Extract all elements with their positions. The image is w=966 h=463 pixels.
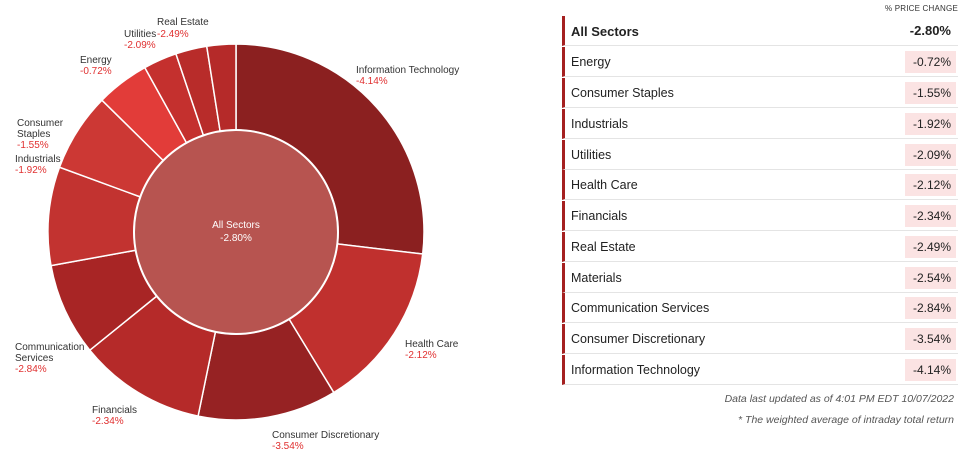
footnote-updated: Data last updated as of 4:01 PM EDT 10/0…: [724, 393, 954, 405]
slice-label-name: Real Estate: [157, 17, 209, 28]
slice-label-name: Consumer Discretionary: [272, 430, 379, 441]
row-value: -2.80%: [909, 23, 951, 38]
slice-label-value: -2.49%: [157, 29, 189, 40]
slice-label-value: -1.55%: [17, 140, 49, 151]
row-name: Energy: [571, 55, 611, 69]
slice-label-name: Consumer: [17, 118, 64, 129]
center-value: -2.80%: [220, 233, 252, 244]
slice-label-name: Utilities: [124, 29, 156, 40]
table-row[interactable]: Financials -2.34%: [562, 201, 958, 231]
row-name: Industrials: [571, 117, 628, 131]
row-name: Financials: [571, 209, 628, 223]
slice-label-value: -2.84%: [15, 364, 47, 375]
slice-label-name: Energy: [80, 55, 112, 66]
slice-label-name: Services: [15, 353, 53, 364]
slice-label-value: -1.92%: [15, 165, 47, 176]
row-value: -1.55%: [904, 82, 956, 104]
table-row[interactable]: Materials -2.54%: [562, 263, 958, 293]
slice-label-name: Financials: [92, 405, 137, 416]
sector-table: % PRICE CHANGE All Sectors -2.80% Energy…: [562, 0, 958, 463]
row-name: Consumer Staples: [571, 86, 674, 100]
row-name: Utilities: [571, 148, 612, 162]
row-value: -2.09%: [904, 144, 956, 166]
row-value: -2.12%: [904, 174, 956, 196]
slice-label-value: -3.54%: [272, 441, 304, 452]
center-label: All Sectors: [212, 220, 260, 231]
table-row[interactable]: Communication Services -2.84%: [562, 293, 958, 323]
row-name: Materials: [571, 271, 622, 285]
table-row-total[interactable]: All Sectors -2.80%: [562, 16, 958, 46]
row-name: Communication Services: [571, 301, 710, 315]
table-row[interactable]: Industrials -1.92%: [562, 109, 958, 139]
row-name: Real Estate: [571, 240, 636, 254]
table-row[interactable]: Utilities -2.09%: [562, 140, 958, 170]
slice-label-name: Industrials: [15, 154, 61, 165]
slice-label-value: -2.34%: [92, 416, 124, 427]
row-name: All Sectors: [571, 24, 639, 39]
table-row[interactable]: Consumer Staples -1.55%: [562, 78, 958, 108]
slice-label-value: -2.09%: [124, 40, 156, 51]
slice-label-name: Communication: [15, 342, 84, 353]
row-value: -2.34%: [904, 205, 956, 227]
table-row[interactable]: Energy -0.72%: [562, 47, 958, 77]
row-value: -2.84%: [904, 297, 956, 319]
row-value: -1.92%: [904, 113, 956, 135]
table-row[interactable]: Real Estate -2.49%: [562, 232, 958, 262]
row-name: Consumer Discretionary: [571, 332, 706, 346]
row-value: -3.54%: [904, 328, 956, 350]
row-value: -0.72%: [904, 51, 956, 73]
slice-label-name: Staples: [17, 129, 50, 140]
row-name: Health Care: [571, 178, 638, 192]
footnote-weighted: * The weighted average of intraday total…: [738, 414, 954, 426]
center-circle[interactable]: [133, 129, 339, 335]
table-row[interactable]: Information Technology -4.14%: [562, 355, 958, 385]
table-row[interactable]: Consumer Discretionary -3.54%: [562, 324, 958, 354]
sector-donut-chart: All Sectors -2.80% Information Technology -…: [15, 17, 459, 452]
row-value: -2.54%: [904, 267, 956, 289]
column-header: % PRICE CHANGE: [884, 4, 958, 13]
row-value: -2.49%: [904, 236, 956, 258]
donut-svg: All Sectors-2.80%Information Technology-…: [15, 17, 459, 452]
slice-label-value: -4.14%: [356, 76, 388, 87]
table-row[interactable]: Health Care -2.12%: [562, 170, 958, 200]
slice-label-value: -0.72%: [80, 66, 112, 77]
slice-label-name: Information Technology: [356, 65, 459, 76]
row-value: -4.14%: [904, 359, 956, 381]
slice-label-value: -2.12%: [405, 350, 437, 361]
row-name: Information Technology: [571, 363, 701, 377]
slice-label-name: Health Care: [405, 339, 459, 350]
